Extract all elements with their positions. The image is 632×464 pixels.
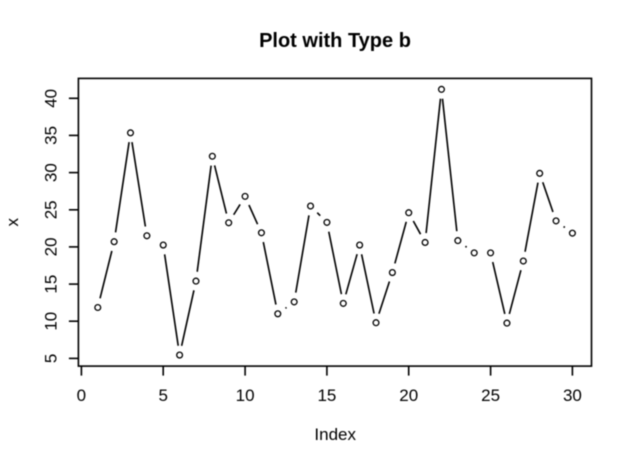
svg-text:25: 25 [41,200,60,219]
svg-text:25: 25 [481,386,500,405]
svg-text:10: 10 [41,312,60,331]
svg-text:x: x [3,218,22,227]
svg-text:20: 20 [399,386,418,405]
svg-text:Plot with Type b: Plot with Type b [259,30,411,52]
svg-text:10: 10 [236,386,255,405]
svg-text:30: 30 [41,163,60,182]
svg-text:5: 5 [41,354,60,363]
svg-text:0: 0 [77,386,86,405]
svg-text:15: 15 [317,386,336,405]
svg-text:20: 20 [41,237,60,256]
svg-text:30: 30 [563,386,582,405]
svg-text:Index: Index [314,425,356,444]
svg-text:35: 35 [41,126,60,145]
svg-text:5: 5 [158,386,167,405]
svg-text:40: 40 [41,89,60,108]
svg-text:15: 15 [41,275,60,294]
